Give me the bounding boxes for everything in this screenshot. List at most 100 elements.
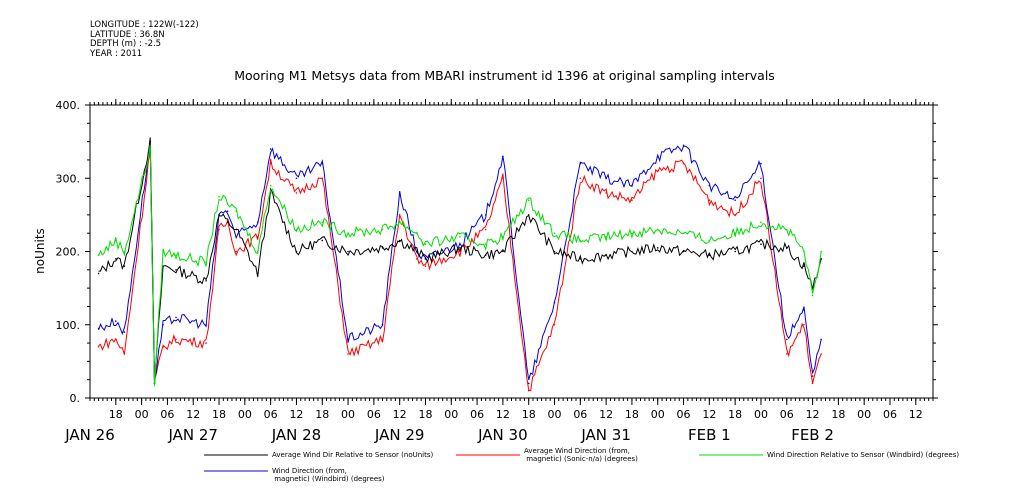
series-point-1 bbox=[708, 199, 711, 202]
series-point-1 bbox=[218, 228, 220, 231]
series-point-2 bbox=[398, 221, 401, 223]
series-point-2 bbox=[226, 203, 229, 205]
series-point-3 bbox=[803, 309, 805, 311]
series-point-2 bbox=[295, 228, 298, 231]
series-point-1 bbox=[484, 228, 487, 231]
series-point-0 bbox=[347, 250, 349, 253]
series-point-1 bbox=[502, 177, 504, 180]
x-tick-label: 18 bbox=[418, 408, 432, 421]
series-point-3 bbox=[256, 221, 259, 223]
x-tick-label: 06 bbox=[367, 408, 381, 421]
meta-year: YEAR : 2011 bbox=[90, 48, 143, 59]
x-tick-label: 18 bbox=[831, 408, 845, 421]
series-point-1 bbox=[162, 345, 164, 348]
x-day-label: JAN 31 bbox=[580, 426, 631, 444]
series-point-1 bbox=[760, 177, 762, 180]
series-point-1 bbox=[97, 345, 100, 348]
series-point-2 bbox=[708, 239, 711, 242]
series-line-0 bbox=[98, 137, 822, 385]
series-point-3 bbox=[708, 184, 711, 187]
series-point-0 bbox=[605, 254, 607, 256]
x-tick-label: 18 bbox=[109, 408, 123, 421]
x-day-label: FEB 2 bbox=[791, 426, 834, 444]
series-point-1 bbox=[205, 342, 207, 344]
x-day-label: JAN 26 bbox=[64, 426, 115, 444]
series-point-3 bbox=[97, 327, 100, 330]
series-point-3 bbox=[226, 210, 229, 213]
series-point-0 bbox=[527, 214, 530, 216]
series-point-2 bbox=[424, 243, 427, 245]
series-point-3 bbox=[553, 301, 556, 304]
series-point-1 bbox=[269, 162, 272, 165]
series-point-0 bbox=[656, 247, 659, 249]
series-point-0 bbox=[226, 221, 229, 223]
y-tick-label: 0. bbox=[70, 392, 81, 405]
series-point-1 bbox=[235, 250, 238, 253]
series-point-1 bbox=[553, 323, 556, 326]
series-point-0 bbox=[682, 250, 685, 253]
series-point-3 bbox=[605, 177, 607, 180]
y-axis-label: noUnits bbox=[33, 228, 47, 274]
series-point-0 bbox=[803, 265, 805, 267]
series-point-2 bbox=[803, 250, 805, 253]
series-point-2 bbox=[175, 254, 177, 256]
series-point-1 bbox=[811, 382, 814, 385]
series-point-0 bbox=[416, 250, 418, 253]
series-point-2 bbox=[820, 250, 822, 253]
x-tick-label: 12 bbox=[289, 408, 303, 421]
series-point-0 bbox=[162, 265, 164, 267]
series-point-0 bbox=[123, 265, 126, 267]
x-tick-label: 12 bbox=[806, 408, 820, 421]
series-point-2 bbox=[656, 228, 659, 231]
series-point-3 bbox=[347, 338, 349, 341]
x-tick-label: 00 bbox=[238, 408, 252, 421]
series-point-2 bbox=[205, 261, 207, 264]
series-point-3 bbox=[502, 155, 504, 158]
series-point-2 bbox=[579, 239, 582, 242]
series-point-1 bbox=[656, 170, 659, 172]
series-point-0 bbox=[734, 250, 736, 253]
x-day-label: JAN 30 bbox=[477, 426, 528, 444]
legend-label-3: Wind Direction (from, magnetic) (Windbir… bbox=[272, 467, 385, 483]
series-point-0 bbox=[579, 258, 582, 260]
series-point-2 bbox=[269, 184, 272, 187]
series-point-1 bbox=[682, 162, 685, 165]
x-tick-label: 12 bbox=[496, 408, 510, 421]
x-tick-label: 12 bbox=[599, 408, 613, 421]
series-point-3 bbox=[631, 184, 633, 187]
ticks-layer: 0. 100. 200. 300. 400. 18 00 06 12 18 00 06 12 18 00 06… bbox=[56, 99, 938, 444]
series-point-2 bbox=[484, 243, 487, 245]
series-point-0 bbox=[218, 214, 220, 216]
series-point-1 bbox=[734, 214, 736, 216]
x-tick-label: 06 bbox=[883, 408, 897, 421]
series-line-2 bbox=[98, 144, 822, 387]
series-point-3 bbox=[734, 199, 736, 202]
meta-longitude: LONGITUDE : 122W(-122) bbox=[90, 20, 199, 30]
series-point-1 bbox=[398, 214, 401, 216]
series-point-1 bbox=[527, 389, 530, 392]
series-point-3 bbox=[820, 338, 822, 341]
series-point-2 bbox=[553, 232, 556, 234]
x-tick-label: 00 bbox=[754, 408, 768, 421]
series-point-3 bbox=[811, 375, 814, 377]
series-point-2 bbox=[162, 250, 164, 253]
series-point-1 bbox=[295, 192, 298, 194]
series-point-0 bbox=[97, 272, 100, 275]
meta-depth: DEPTH (m) : -2.5 bbox=[90, 39, 162, 49]
series-point-1 bbox=[115, 338, 117, 341]
series-point-0 bbox=[235, 228, 238, 231]
series-point-3 bbox=[205, 323, 207, 326]
y-tick-label: 100. bbox=[56, 319, 81, 332]
x-day-label: JAN 29 bbox=[374, 426, 425, 444]
chart-title: Mooring M1 Metsys data from MBARI instru… bbox=[234, 68, 775, 83]
series-point-3 bbox=[175, 316, 177, 319]
x-tick-label: 06 bbox=[160, 408, 174, 421]
series-point-0 bbox=[381, 247, 384, 249]
series-point-0 bbox=[484, 254, 487, 256]
x-tick-label: 18 bbox=[522, 408, 536, 421]
series-line-3 bbox=[98, 142, 822, 383]
series-point-2 bbox=[256, 250, 259, 253]
series-point-0 bbox=[459, 247, 461, 249]
series-point-1 bbox=[347, 353, 349, 355]
